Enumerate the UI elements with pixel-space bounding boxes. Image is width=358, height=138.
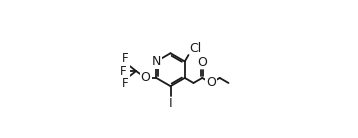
Text: N: N <box>151 55 161 68</box>
Text: F: F <box>122 77 128 90</box>
Text: F: F <box>120 65 127 78</box>
Text: O: O <box>197 56 207 69</box>
Text: I: I <box>169 97 172 110</box>
Text: Cl: Cl <box>189 42 201 55</box>
Text: O: O <box>206 76 216 89</box>
Text: F: F <box>122 52 128 65</box>
Text: O: O <box>141 71 151 84</box>
